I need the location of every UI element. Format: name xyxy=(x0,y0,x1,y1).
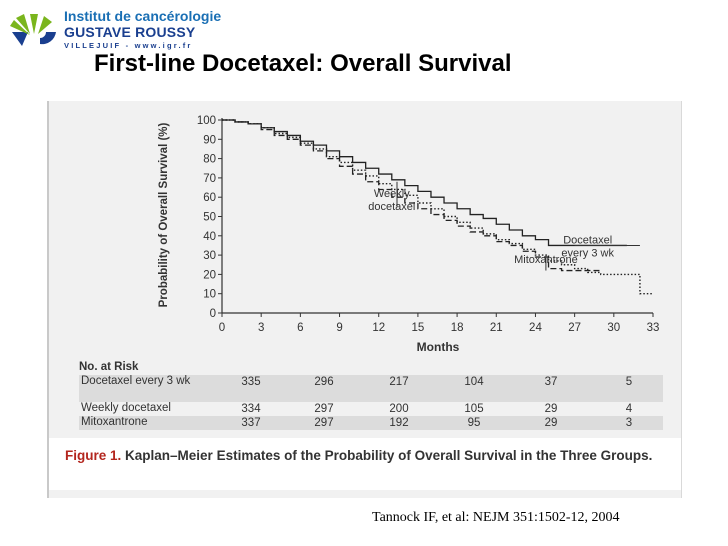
figure-label: Figure 1. xyxy=(65,448,122,463)
x-axis-label: Months xyxy=(417,340,460,354)
risk-value: 29 xyxy=(544,403,558,415)
risk-value: 296 xyxy=(314,376,334,388)
series-line-2 xyxy=(222,119,601,272)
slide-title: First-line Docetaxel: Overall Survival xyxy=(94,50,512,77)
series-line-1 xyxy=(222,119,653,295)
risk-table-title: No. at Risk xyxy=(79,361,139,373)
x-tick-label: 3 xyxy=(258,322,264,334)
x-tick-label: 24 xyxy=(529,322,542,334)
y-tick-label: 70 xyxy=(203,173,216,185)
annotation-0: Weekly docetaxel xyxy=(368,188,415,213)
x-tick-label: 0 xyxy=(219,322,225,334)
risk-value: 29 xyxy=(544,417,558,429)
y-tick-label: 80 xyxy=(203,154,216,166)
risk-value: 95 xyxy=(467,417,481,429)
y-tick-label: 100 xyxy=(197,115,216,127)
chart-axes: 0 10 20 30 40 50 60 70 80 90 100 0 3 6 9 12 15 18 21 24 27 30… xyxy=(197,115,660,334)
risk-value: 297 xyxy=(314,403,334,415)
risk-row: Weekly docetaxel 334 297 200 105 29 4 xyxy=(79,402,663,416)
risk-row: Mitoxantrone 337 297 192 95 29 3 xyxy=(79,416,663,430)
y-tick-label: 20 xyxy=(203,269,216,281)
risk-value: 104 xyxy=(464,376,484,388)
figure-panel: 0 10 20 30 40 50 60 70 80 90 100 0 3 6 9 12 15 18 21 24 27 30… xyxy=(47,101,682,498)
chart-curves xyxy=(222,119,653,295)
risk-row-label: Mitoxantrone xyxy=(81,416,148,428)
y-tick-label: 0 xyxy=(210,308,216,320)
y-axis-label: Probability of Overall Survival (%) xyxy=(158,122,170,307)
risk-value: 334 xyxy=(241,403,261,415)
y-tick-label: 50 xyxy=(203,212,216,224)
x-tick-label: 12 xyxy=(372,322,385,334)
risk-value: 200 xyxy=(389,403,409,415)
risk-row-label: Docetaxel every 3 wk xyxy=(81,375,191,387)
x-tick-label: 15 xyxy=(412,322,425,334)
logo-line2: GUSTAVE ROUSSY xyxy=(64,24,196,40)
x-tick-label: 9 xyxy=(336,322,342,334)
risk-value: 3 xyxy=(625,417,633,429)
y-tick-label: 90 xyxy=(203,134,216,146)
citation: Tannock IF, et al: NEJM 351:1502-12, 200… xyxy=(372,510,620,525)
risk-value: 217 xyxy=(389,376,409,388)
x-tick-label: 27 xyxy=(568,322,581,334)
risk-row: Docetaxel every 3 wk 335 296 217 104 37 5 xyxy=(79,375,663,402)
logo-line3: VILLEJUIF - www.igr.fr xyxy=(64,41,193,50)
survival-chart: 0 10 20 30 40 50 60 70 80 90 100 0 3 6 9 12 15 18 21 24 27 30… xyxy=(158,115,660,354)
risk-value: 297 xyxy=(314,417,334,429)
y-tick-label: 60 xyxy=(203,192,216,204)
y-tick-label: 10 xyxy=(203,289,216,301)
y-tick-label: 40 xyxy=(203,231,216,243)
risk-value: 105 xyxy=(464,403,484,415)
risk-value: 5 xyxy=(625,376,633,388)
annotation-1: Docetaxel every 3 wk xyxy=(561,235,614,260)
caption-text: Kaplan–Meier Estimates of the Probabilit… xyxy=(125,448,653,463)
institut-logo: Institut de cancérologie GUSTAVE ROUSSY … xyxy=(8,4,221,50)
risk-value: 337 xyxy=(241,417,261,429)
risk-value: 192 xyxy=(389,417,409,429)
x-tick-label: 18 xyxy=(451,322,464,334)
logo-sun-icon xyxy=(10,14,56,46)
y-tick-label: 30 xyxy=(203,250,216,262)
series-line-0 xyxy=(222,119,627,247)
x-tick-label: 33 xyxy=(647,322,660,334)
x-tick-label: 21 xyxy=(490,322,503,334)
x-tick-label: 30 xyxy=(607,322,620,334)
risk-row-label: Weekly docetaxel xyxy=(81,402,171,414)
risk-value: 335 xyxy=(241,376,261,388)
risk-table: No. at Risk Docetaxel every 3 wk 335 296 21… xyxy=(79,361,663,430)
figure-caption: Figure 1. Kaplan–Meier Estimates of the … xyxy=(49,438,681,490)
x-tick-label: 6 xyxy=(297,322,303,334)
risk-value: 4 xyxy=(625,403,633,415)
logo-line1: Institut de cancérologie xyxy=(64,8,222,24)
risk-value: 37 xyxy=(544,376,558,388)
